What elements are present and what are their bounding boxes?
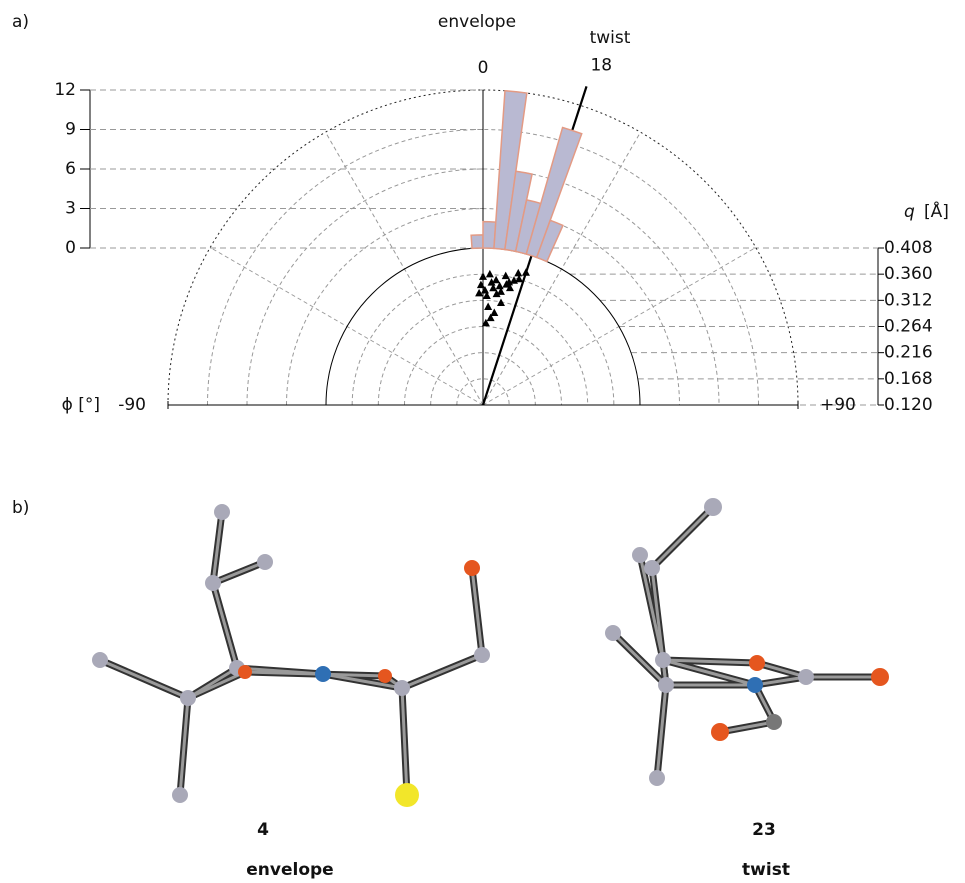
conformation: twist bbox=[742, 860, 790, 880]
q-tick-label: 0.264 bbox=[884, 317, 933, 337]
nitrogen-atom bbox=[747, 677, 763, 693]
count-tick-label: 6 bbox=[65, 159, 76, 179]
bonds-outline bbox=[100, 512, 482, 795]
bonds-outline bbox=[613, 507, 880, 778]
oxygen-atoms bbox=[238, 560, 480, 683]
q-tick-label: 0.120 bbox=[884, 395, 933, 415]
carbon-atoms bbox=[92, 504, 490, 803]
q-tick-label: 0.216 bbox=[884, 343, 933, 363]
data-point bbox=[479, 272, 487, 280]
axis-label: ϕ [°] bbox=[62, 395, 100, 415]
nitrogen-atom bbox=[315, 666, 331, 682]
molecule-4 bbox=[92, 504, 490, 807]
conformation: envelope bbox=[246, 860, 333, 880]
phi-tick-label: 18 bbox=[590, 55, 612, 75]
q-tick-label: 0.168 bbox=[884, 369, 933, 389]
figure: a) envelope twist ϕ [°] q [Å] b) bbox=[0, 0, 965, 883]
compound-number: 4 bbox=[257, 820, 269, 840]
molecule-23 bbox=[605, 498, 889, 786]
phi-tick-label: 0 bbox=[478, 58, 489, 78]
data-point bbox=[484, 303, 492, 311]
annotation: twist bbox=[590, 28, 631, 48]
q-tick-label: 0.312 bbox=[884, 290, 933, 310]
carbon-atoms bbox=[605, 498, 814, 786]
bonds bbox=[100, 512, 482, 795]
axis-unit: [Å] bbox=[924, 200, 949, 222]
count-tick-label: 0 bbox=[65, 238, 76, 258]
sulfur-atom bbox=[395, 783, 419, 807]
q-tick-label: 0.408 bbox=[884, 238, 933, 258]
phi-tick-label: -90 bbox=[118, 395, 146, 415]
panel-label: a) bbox=[12, 12, 29, 32]
count-tick-label: 3 bbox=[65, 199, 76, 219]
bonds bbox=[613, 507, 880, 778]
data-point bbox=[514, 269, 522, 277]
compound-number: 23 bbox=[752, 820, 776, 840]
data-point bbox=[522, 268, 530, 276]
data-point bbox=[477, 281, 485, 289]
histogram-bar bbox=[471, 235, 483, 249]
panel-label: b) bbox=[12, 498, 29, 518]
annotation: envelope bbox=[438, 12, 516, 32]
q-tick-label: 0.360 bbox=[884, 264, 933, 284]
axis-label: q bbox=[904, 202, 915, 222]
phi-tick-label: +90 bbox=[820, 395, 856, 415]
data-point bbox=[486, 270, 494, 278]
count-tick-label: 12 bbox=[54, 80, 76, 100]
count-tick-label: 9 bbox=[65, 120, 76, 140]
